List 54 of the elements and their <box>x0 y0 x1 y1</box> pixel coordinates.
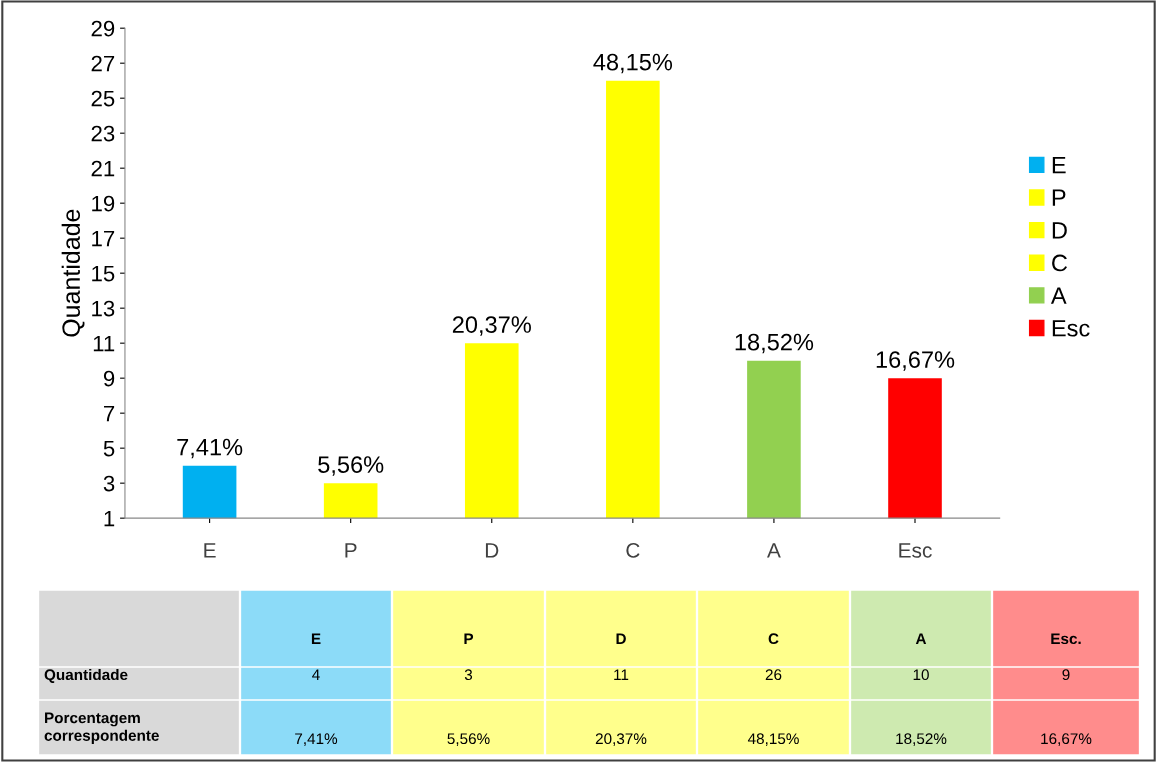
text: C <box>768 633 779 645</box>
y-tick-label: 21 <box>91 160 115 177</box>
legend-label: P <box>1052 189 1066 206</box>
text: 3 <box>464 669 473 681</box>
y-tick-label: 23 <box>91 125 115 142</box>
y-tick-label: 29 <box>91 20 115 37</box>
x-tick-label: D <box>485 543 499 558</box>
y-tick-label: 13 <box>92 300 115 317</box>
annotation: 20,37% <box>452 316 531 336</box>
y-tick-label: 17 <box>92 230 115 247</box>
y-axis-title: Quantidade <box>61 209 85 337</box>
y-tick-label: 27 <box>91 55 115 72</box>
text: A <box>915 633 927 644</box>
x-tick-label: A <box>767 543 781 558</box>
y-tick-label: 3 <box>103 475 115 492</box>
legend-label: Esc <box>1052 320 1090 337</box>
text: D <box>616 633 626 644</box>
x-tick-label: P <box>345 543 357 558</box>
legend-label: A <box>1050 287 1067 304</box>
x-tick-label: E <box>204 543 216 558</box>
text: Porcentagem correspondente <box>44 712 159 744</box>
annotation: 48,15% <box>593 53 673 74</box>
text: E <box>311 633 321 644</box>
text: 48,15% <box>747 733 799 746</box>
text: 7,41% <box>295 733 338 746</box>
y-tick-label: 7 <box>104 405 115 422</box>
text: 18,52% <box>896 733 947 746</box>
text: 4 <box>312 669 320 680</box>
text: 11 <box>614 669 629 680</box>
text: 26 <box>765 669 782 681</box>
annotation: 18,52% <box>735 333 814 354</box>
legend-label: D <box>1052 222 1067 239</box>
y-tick-label: 11 <box>93 335 115 352</box>
text: 10 <box>913 669 929 681</box>
annotation: 16,67% <box>876 351 955 371</box>
y-tick-label: 1 <box>104 510 115 527</box>
y-tick-label: 15 <box>92 265 115 282</box>
text: 5,56% <box>447 733 490 746</box>
text: Quantidade <box>44 668 128 683</box>
text: 9 <box>1062 669 1070 681</box>
text: 20,37% <box>595 733 647 746</box>
legend-label: C <box>1052 254 1068 272</box>
y-tick-label: 9 <box>103 370 115 387</box>
text: P <box>464 633 474 644</box>
annotation: 7,41% <box>177 438 243 459</box>
y-tick-label: 25 <box>91 90 115 107</box>
x-tick-label: C <box>626 543 640 558</box>
y-tick-label: 19 <box>92 195 115 212</box>
legend-label: E <box>1052 156 1066 174</box>
text: Esc. <box>1051 633 1081 645</box>
y-tick-label: 5 <box>103 440 115 457</box>
annotation: 5,56% <box>318 456 384 476</box>
text: 16,67% <box>1041 733 1092 746</box>
x-tick-label: Esc <box>899 543 932 558</box>
